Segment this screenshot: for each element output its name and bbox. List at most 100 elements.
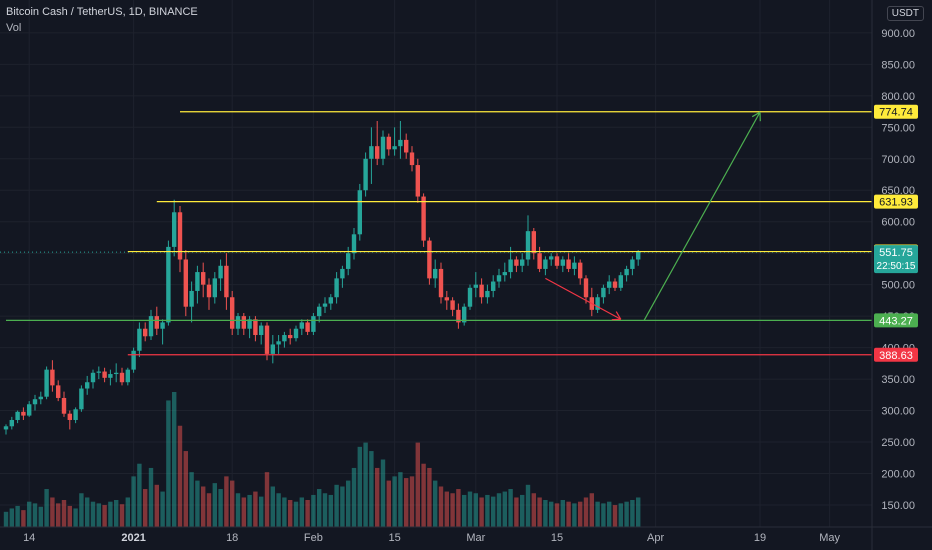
candle-body bbox=[525, 231, 531, 260]
candle-body bbox=[201, 272, 206, 285]
price-tick-label: 750.00 bbox=[881, 122, 915, 134]
time-tick-label: Mar bbox=[466, 532, 485, 544]
volume-bar bbox=[322, 493, 328, 527]
volume-bar bbox=[334, 484, 339, 527]
price-tick-label: 650.00 bbox=[881, 185, 915, 197]
price-tick-label: 700.00 bbox=[881, 154, 915, 166]
volume-bar bbox=[554, 503, 560, 527]
candle-body bbox=[485, 290, 490, 298]
candle-body bbox=[73, 409, 78, 420]
resistance-774-tag-label: 774.74 bbox=[879, 107, 913, 119]
candle-body bbox=[537, 253, 542, 269]
volume-bar bbox=[143, 489, 148, 527]
volume-bar bbox=[531, 493, 536, 527]
volume-bar bbox=[572, 503, 577, 527]
volume-bar bbox=[137, 463, 142, 527]
candle-body bbox=[218, 265, 223, 279]
volume-bar bbox=[166, 400, 171, 527]
volume-bar bbox=[131, 476, 136, 527]
time-tick-label: May bbox=[819, 532, 840, 544]
volume-bar bbox=[15, 505, 20, 527]
candle-body bbox=[595, 297, 600, 310]
volume-bar bbox=[601, 503, 606, 527]
candle-body bbox=[369, 146, 374, 159]
volume-bar bbox=[624, 501, 629, 527]
time-tick-label: 15 bbox=[551, 532, 563, 544]
candle-body bbox=[230, 297, 235, 329]
volume-bar bbox=[525, 484, 531, 527]
volume-bar bbox=[160, 491, 165, 527]
candle-body bbox=[456, 309, 461, 323]
volume-bar bbox=[578, 501, 583, 527]
candle-body bbox=[607, 281, 612, 288]
candle-body bbox=[270, 344, 275, 354]
symbol-title[interactable]: Bitcoin Cash / TetherUS, 1D, BINANCE bbox=[6, 6, 198, 18]
candle-body bbox=[601, 287, 606, 298]
resistance-774-tag bbox=[874, 104, 918, 119]
volume-bar bbox=[351, 467, 357, 527]
volume-bar bbox=[212, 483, 217, 527]
candle-body bbox=[386, 136, 391, 150]
candle-body bbox=[166, 246, 171, 323]
volume-bar bbox=[32, 503, 38, 527]
candle-body bbox=[433, 268, 438, 279]
candle-body bbox=[479, 284, 484, 298]
time-tick-label: 18 bbox=[226, 532, 238, 544]
volume-bar bbox=[224, 476, 229, 527]
volume-bar bbox=[589, 493, 594, 527]
volume-bar bbox=[560, 500, 565, 527]
currency-badge[interactable]: USDT bbox=[886, 6, 924, 21]
volume-bar bbox=[444, 491, 449, 527]
candle-body bbox=[148, 316, 154, 337]
volume-bar bbox=[363, 442, 368, 527]
candle-body bbox=[340, 268, 345, 279]
volume-bar bbox=[276, 493, 281, 527]
volume-bar bbox=[415, 442, 420, 527]
price-tick-label: 200.00 bbox=[881, 468, 915, 480]
volume-bar bbox=[299, 497, 304, 527]
volume-bar bbox=[433, 480, 438, 527]
candle-body bbox=[108, 374, 113, 378]
candle-body bbox=[415, 165, 420, 197]
volume-bar bbox=[148, 467, 154, 527]
candle-body bbox=[560, 259, 565, 266]
volume-bar bbox=[340, 486, 345, 527]
candle-body bbox=[183, 259, 188, 307]
volume-bar bbox=[346, 480, 351, 527]
volume-bar bbox=[502, 491, 507, 527]
volume-bar bbox=[125, 497, 130, 527]
volume-bar bbox=[612, 505, 618, 527]
candle-body bbox=[27, 404, 32, 416]
volume-bar bbox=[537, 497, 542, 527]
candle-body bbox=[259, 325, 264, 336]
candle-body bbox=[462, 306, 467, 323]
candle-body bbox=[137, 328, 142, 351]
volume-bar bbox=[21, 510, 26, 527]
candle-body bbox=[247, 319, 252, 329]
volume-bar bbox=[177, 425, 183, 527]
volume-bar bbox=[514, 497, 519, 527]
volume-bar bbox=[636, 497, 641, 527]
volume-bar bbox=[607, 501, 612, 527]
volume-bar bbox=[79, 493, 84, 527]
volume-indicator-label[interactable]: Vol bbox=[6, 22, 22, 34]
price-tick-label: 150.00 bbox=[881, 500, 915, 512]
current-price-label: 551.75 bbox=[879, 247, 913, 259]
candle-body bbox=[322, 303, 328, 307]
volume-bar bbox=[230, 480, 235, 527]
candle-body bbox=[154, 316, 159, 329]
price-tick-label: 600.00 bbox=[881, 217, 915, 229]
volume-bar bbox=[392, 476, 397, 527]
candle-body bbox=[143, 328, 148, 337]
volume-bar bbox=[154, 484, 159, 527]
volume-bar bbox=[496, 493, 502, 527]
candle-body bbox=[114, 372, 119, 375]
candle-body bbox=[566, 259, 571, 269]
volume-bar bbox=[108, 501, 113, 527]
candle-body bbox=[67, 413, 72, 420]
volume-bar bbox=[90, 501, 96, 527]
volume-bar bbox=[9, 508, 14, 527]
volume-bar bbox=[456, 489, 461, 527]
